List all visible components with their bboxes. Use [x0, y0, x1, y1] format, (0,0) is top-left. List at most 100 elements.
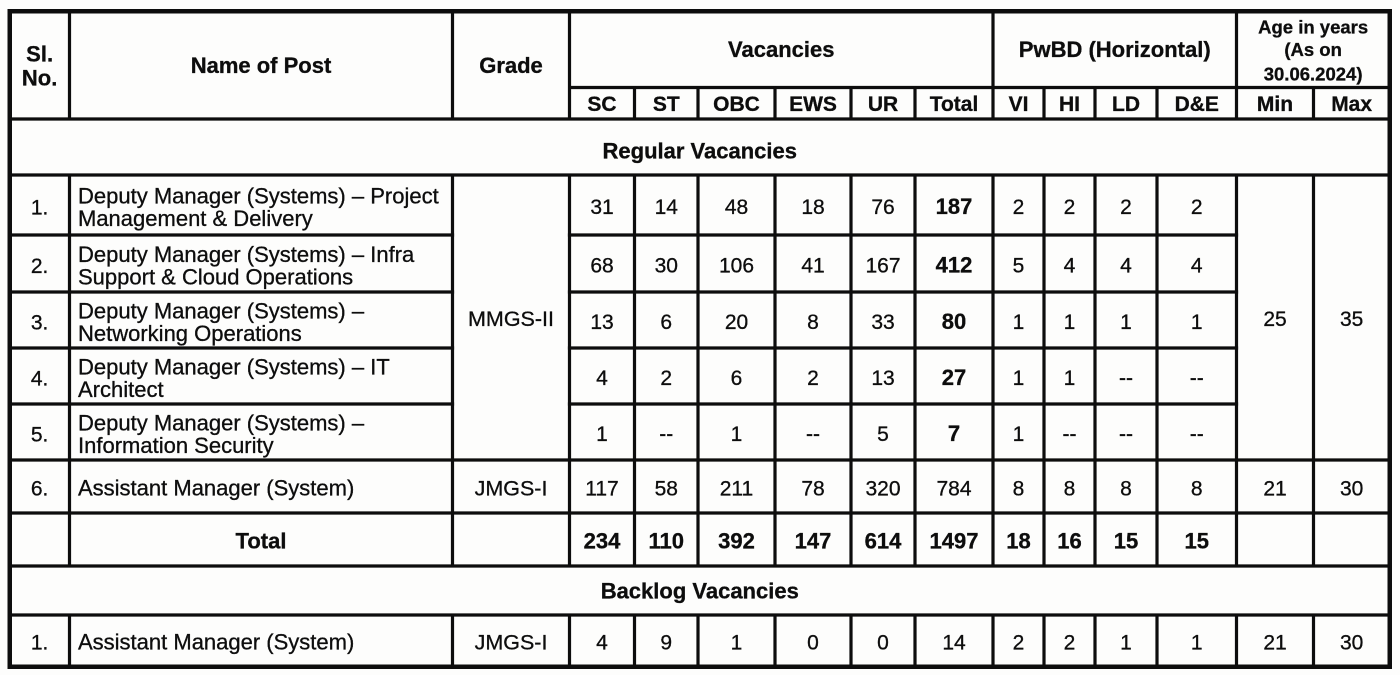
svg-text:Grade: Grade [479, 53, 543, 78]
svg-text:31: 31 [590, 196, 613, 219]
svg-text:4: 4 [1064, 255, 1076, 278]
svg-text:--: -- [1190, 367, 1204, 390]
svg-text:SC: SC [587, 93, 616, 116]
svg-text:2: 2 [1064, 632, 1076, 655]
svg-text:Management & Delivery: Management & Delivery [78, 206, 313, 231]
svg-text:41: 41 [801, 255, 824, 278]
svg-text:(As on: (As on [1284, 39, 1342, 60]
svg-text:8: 8 [1013, 478, 1025, 501]
svg-text:14: 14 [942, 632, 966, 655]
svg-text:Total: Total [930, 93, 979, 116]
svg-text:76: 76 [871, 196, 894, 219]
svg-text:106: 106 [719, 255, 754, 278]
svg-text:211: 211 [720, 478, 753, 501]
svg-text:Deputy Manager (Systems) –: Deputy Manager (Systems) – [78, 299, 365, 324]
svg-text:320: 320 [865, 478, 900, 501]
svg-text:27: 27 [942, 365, 966, 390]
svg-text:EWS: EWS [789, 93, 837, 116]
svg-text:1: 1 [1064, 311, 1076, 334]
svg-text:30: 30 [1340, 632, 1363, 655]
svg-text:Sl.: Sl. [26, 42, 53, 67]
svg-text:2: 2 [660, 367, 672, 390]
svg-text:2: 2 [1013, 632, 1025, 655]
svg-text:--: -- [659, 423, 673, 446]
svg-text:JMGS-I: JMGS-I [475, 477, 548, 501]
svg-text:Age in years: Age in years [1258, 17, 1368, 38]
svg-text:614: 614 [865, 529, 902, 554]
svg-text:6.: 6. [31, 478, 49, 501]
svg-text:35: 35 [1340, 308, 1363, 331]
svg-text:Regular Vacancies: Regular Vacancies [603, 139, 797, 164]
svg-text:0: 0 [807, 632, 819, 655]
svg-text:20: 20 [725, 311, 748, 334]
svg-text:78: 78 [801, 478, 824, 501]
svg-text:48: 48 [725, 196, 748, 219]
svg-text:--: -- [1119, 367, 1133, 390]
svg-text:58: 58 [655, 478, 678, 501]
svg-text:Backlog Vacancies: Backlog Vacancies [601, 579, 799, 604]
svg-text:13: 13 [871, 367, 894, 390]
svg-text:1: 1 [1064, 367, 1076, 390]
svg-text:110: 110 [649, 529, 685, 554]
svg-text:Deputy Manager (Systems) – Pro: Deputy Manager (Systems) – Project [78, 184, 439, 209]
svg-text:5: 5 [1013, 255, 1025, 278]
svg-text:1: 1 [1013, 367, 1025, 390]
svg-text:9: 9 [660, 632, 672, 655]
svg-text:7: 7 [948, 421, 960, 446]
svg-text:No.: No. [22, 66, 57, 91]
svg-text:1: 1 [1191, 311, 1203, 334]
svg-text:HI: HI [1059, 93, 1080, 116]
svg-text:8: 8 [807, 311, 819, 334]
svg-text:2: 2 [807, 367, 819, 390]
svg-text:68: 68 [590, 255, 613, 278]
svg-text:1: 1 [1120, 311, 1132, 334]
svg-text:Assistant Manager (System): Assistant Manager (System) [78, 630, 354, 655]
svg-text:5.: 5. [31, 424, 49, 447]
svg-text:Min: Min [1257, 93, 1293, 116]
svg-text:UR: UR [868, 93, 898, 116]
svg-text:187: 187 [936, 194, 973, 219]
svg-text:Architect: Architect [78, 377, 164, 402]
svg-text:Support & Cloud Operations: Support & Cloud Operations [78, 265, 353, 290]
svg-text:OBC: OBC [713, 93, 760, 116]
svg-text:2.: 2. [31, 255, 49, 278]
svg-text:8: 8 [1191, 478, 1203, 501]
svg-text:Total: Total [236, 529, 287, 554]
svg-text:1: 1 [1191, 632, 1203, 655]
svg-text:8: 8 [1064, 478, 1076, 501]
svg-text:2: 2 [1120, 196, 1132, 219]
svg-text:30.06.2024): 30.06.2024) [1264, 64, 1363, 85]
svg-text:14: 14 [655, 196, 679, 219]
svg-text:4: 4 [1120, 255, 1132, 278]
svg-text:392: 392 [718, 529, 755, 554]
svg-text:Information Security: Information Security [78, 433, 274, 458]
svg-text:21: 21 [1263, 632, 1286, 655]
svg-text:18: 18 [801, 196, 824, 219]
svg-text:147: 147 [795, 529, 832, 554]
svg-text:Name of Post: Name of Post [191, 53, 332, 78]
svg-text:1: 1 [731, 632, 743, 655]
svg-text:Deputy Manager (Systems) – IT: Deputy Manager (Systems) – IT [78, 355, 390, 380]
svg-text:1: 1 [1120, 632, 1132, 655]
svg-text:D&E: D&E [1175, 93, 1219, 116]
svg-text:VI: VI [1009, 93, 1029, 116]
svg-text:167: 167 [865, 255, 900, 278]
svg-text:--: -- [806, 423, 820, 446]
svg-text:MMGS-II: MMGS-II [468, 307, 554, 331]
svg-text:8: 8 [1120, 478, 1132, 501]
svg-text:1: 1 [1013, 423, 1025, 446]
svg-text:4.: 4. [31, 368, 49, 391]
svg-text:412: 412 [936, 253, 973, 278]
svg-text:15: 15 [1114, 529, 1138, 554]
svg-text:3.: 3. [31, 312, 49, 335]
svg-text:16: 16 [1057, 529, 1081, 554]
svg-text:Deputy Manager (Systems) – Inf: Deputy Manager (Systems) – Infra [78, 242, 415, 267]
svg-text:30: 30 [655, 255, 678, 278]
svg-text:0: 0 [877, 632, 889, 655]
svg-text:80: 80 [942, 309, 966, 334]
svg-text:Max: Max [1331, 93, 1372, 116]
svg-text:1: 1 [731, 423, 743, 446]
svg-text:1.: 1. [31, 632, 49, 655]
svg-text:234: 234 [584, 529, 621, 554]
svg-text:--: -- [1190, 423, 1204, 446]
